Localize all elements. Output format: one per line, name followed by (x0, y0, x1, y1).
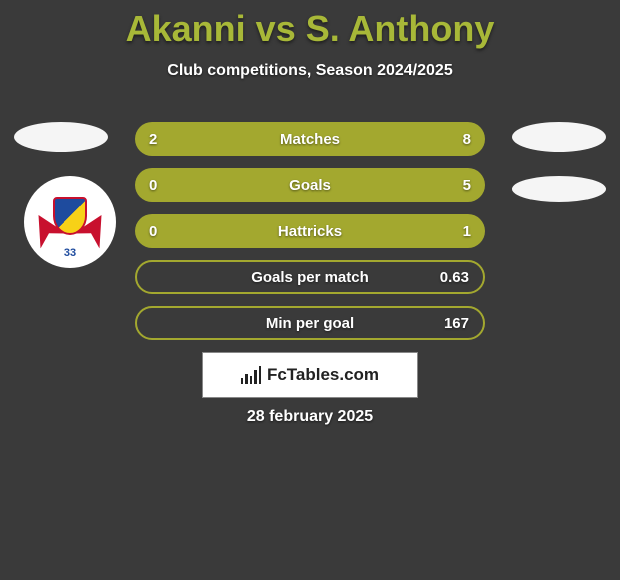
page-title: Akanni vs S. Anthony (0, 0, 620, 50)
stat-right-value: 1 (441, 223, 471, 240)
stat-label: Hattricks (179, 223, 441, 240)
stat-row-min-per-goal: Min per goal 167 (135, 306, 485, 340)
player1-team-badge (14, 122, 108, 152)
stat-row-matches: 2 Matches 8 (135, 122, 485, 156)
stat-label: Min per goal (181, 315, 439, 332)
stat-row-hattricks: 0 Hattricks 1 (135, 214, 485, 248)
stat-label: Matches (179, 131, 441, 148)
stat-label: Goals per match (181, 269, 439, 286)
stat-row-goals-per-match: Goals per match 0.63 (135, 260, 485, 294)
stat-right-value: 167 (439, 315, 469, 332)
stat-left-value: 0 (149, 177, 179, 194)
club-number: 33 (31, 247, 109, 259)
stat-left-value: 2 (149, 131, 179, 148)
bar-chart-icon (241, 366, 261, 384)
player2-team-badge-1 (512, 122, 606, 152)
stat-row-goals: 0 Goals 5 (135, 168, 485, 202)
stat-right-value: 5 (441, 177, 471, 194)
stat-right-value: 0.63 (439, 269, 469, 286)
player2-team-badge-2 (512, 176, 606, 202)
stat-right-value: 8 (441, 131, 471, 148)
stat-label: Goals (179, 177, 441, 194)
subtitle: Club competitions, Season 2024/2025 (0, 62, 620, 80)
stat-left-value: 0 (149, 223, 179, 240)
date-text: 28 february 2025 (0, 408, 620, 426)
brand-watermark[interactable]: FcTables.com (202, 352, 418, 398)
stats-table: 2 Matches 8 0 Goals 5 0 Hattricks 1 Goal… (135, 122, 485, 352)
player1-club-logo: 33 (24, 176, 116, 268)
brand-text: FcTables.com (267, 365, 379, 385)
